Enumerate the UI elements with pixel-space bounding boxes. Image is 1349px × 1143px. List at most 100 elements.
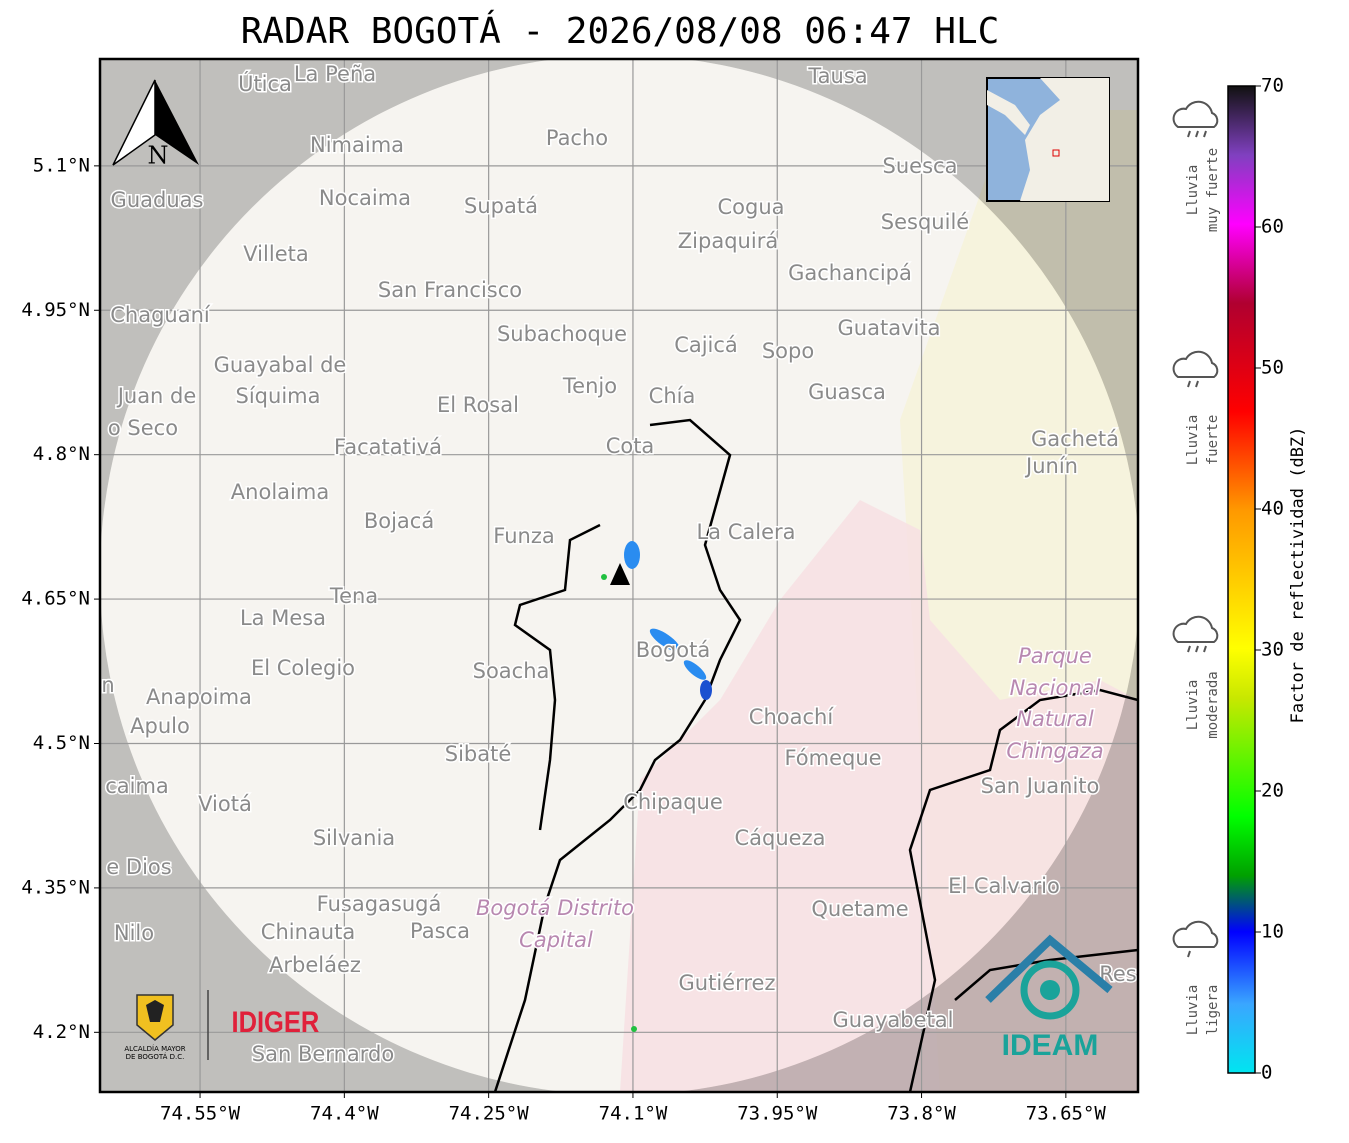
rain-icon: [1172, 920, 1219, 958]
alcaldia-logo: ALCALDÍA MAYOR DE BOGOTÁ D.C. IDIGER: [124, 990, 319, 1061]
place-label: San Bernardo: [252, 1042, 394, 1066]
place-label: Viotá: [198, 792, 252, 816]
colorbar-tick-label: 20: [1261, 780, 1284, 802]
north-label: N: [148, 142, 169, 170]
place-label: Soacha: [473, 659, 550, 683]
colorbar-tick-label: 60: [1261, 216, 1284, 238]
place-label: Bogotá: [636, 638, 711, 662]
place-label: El Colegio: [251, 656, 355, 680]
radar-site: [610, 563, 630, 585]
ideam-label: IDEAM: [1002, 1029, 1099, 1062]
place-label: Zipaquirá: [678, 229, 778, 253]
place-label: La Calera: [696, 520, 795, 544]
place-label: Guatavita: [838, 316, 941, 340]
colorbar-label: Factor de reflectividad (dBZ): [1288, 427, 1308, 724]
place-label: El Rosal: [437, 393, 519, 417]
rain-level-label: ligera: [1205, 985, 1221, 1036]
place-label: Anolaima: [231, 480, 329, 504]
place-label: Silvania: [313, 826, 395, 850]
place-label: Quetame: [811, 897, 908, 921]
y-tick-label: 4.95°N: [21, 299, 90, 321]
place-label: Cajicá: [674, 333, 738, 357]
map-layers: Útica La Peña Tausa Pacho Nimaima Guaduas Noca…: [100, 59, 1138, 1092]
place-label: Apulo: [130, 714, 190, 738]
cloud: [1172, 615, 1219, 643]
drop: [1203, 645, 1207, 653]
x-tick-label: 73.8°W: [887, 1103, 956, 1125]
y-tick-label: 4.35°N: [21, 876, 90, 898]
place-label: Síquima: [236, 384, 321, 408]
place-label: La Mesa: [240, 606, 326, 630]
rain-icon: [1172, 615, 1219, 653]
place-label: Tenjo: [562, 374, 617, 398]
place-label: Chingaza: [1006, 739, 1103, 763]
place-label: Funza: [493, 524, 554, 548]
rain-icon: [1172, 350, 1219, 388]
colorbar-tick-label: 40: [1261, 498, 1284, 520]
colorbar-tick-label: 10: [1261, 921, 1284, 943]
place-label: Pasca: [410, 919, 470, 943]
rain-icon: [1172, 100, 1219, 138]
place-label: Nocaima: [319, 186, 411, 210]
colorbar-tick-label: 30: [1261, 639, 1284, 661]
place-label: Sopo: [762, 339, 814, 363]
y-tick-label: 4.65°N: [21, 588, 90, 610]
x-tick-label: 74.1°W: [599, 1103, 668, 1125]
drop: [1195, 645, 1199, 653]
place-label: Nacional: [1010, 676, 1101, 700]
place-label: Guayabetal: [833, 1008, 954, 1032]
place-label: Fómeque: [784, 746, 881, 770]
place-label: Bojacá: [364, 509, 434, 533]
inset-map: [986, 77, 1110, 202]
place-label: Subachoque: [497, 322, 627, 346]
drop: [1187, 950, 1191, 958]
place-label: Guayabal de: [214, 353, 347, 377]
title: RADAR BOGOTÁ - 2026/08/08 06:47 HLC: [241, 10, 1000, 52]
place-label: Sibaté: [445, 742, 512, 766]
rain-level-label: Lluvia: [1185, 165, 1201, 216]
colorbar: [1227, 85, 1256, 1074]
rain-level-label: fuerte: [1205, 415, 1221, 466]
colorbar-tick-label: 50: [1261, 357, 1284, 379]
cloud: [1172, 920, 1219, 948]
radar-echoes: [601, 541, 712, 1032]
place-label: Supatá: [464, 194, 538, 218]
idiger-logo: IDIGER: [231, 1005, 319, 1038]
drop: [1195, 380, 1199, 388]
drop: [1187, 130, 1191, 138]
place-label: Facatativá: [334, 435, 442, 459]
place-label: San Francisco: [378, 278, 522, 302]
place-label: Gachetá: [1031, 427, 1119, 451]
place-label: Junín: [1024, 454, 1078, 478]
place-label: Capital: [519, 928, 593, 952]
place-label: Chinauta: [261, 920, 355, 944]
place-label: Chía: [649, 384, 696, 408]
place-label: o Seco: [108, 416, 178, 440]
drop: [1195, 130, 1199, 138]
place-label: La Peña: [294, 62, 376, 86]
place-label: Chaguaní: [110, 303, 211, 327]
cloud: [1172, 350, 1219, 378]
place-label: Choachí: [749, 705, 835, 729]
north-arrow: N: [112, 79, 199, 170]
alcaldia-line: DE BOGOTÁ D.C.: [126, 1052, 185, 1061]
place-label: Arbeláez: [269, 953, 361, 977]
drop: [1187, 380, 1191, 388]
x-tick-label: 74.55°W: [160, 1103, 241, 1125]
place-label: Parque: [1018, 644, 1092, 668]
alcaldia-line: ALCALDÍA MAYOR: [124, 1044, 185, 1053]
place-label: Suesca: [883, 154, 958, 178]
drop: [1203, 130, 1207, 138]
place-label: Chipaque: [623, 790, 723, 814]
x-tick-label: 74.4°W: [310, 1103, 379, 1125]
place-label: Tena: [329, 584, 378, 608]
place-label: Cota: [606, 434, 655, 458]
place-label: Tausa: [807, 64, 867, 88]
place-label: Gachancipá: [788, 261, 912, 285]
place-label: Anapoima: [146, 685, 252, 709]
place-label: Fusagasugá: [317, 892, 442, 916]
place-label: Juan de: [116, 384, 197, 408]
place-label: Cáqueza: [735, 826, 826, 850]
place-label: Villeta: [243, 242, 308, 266]
